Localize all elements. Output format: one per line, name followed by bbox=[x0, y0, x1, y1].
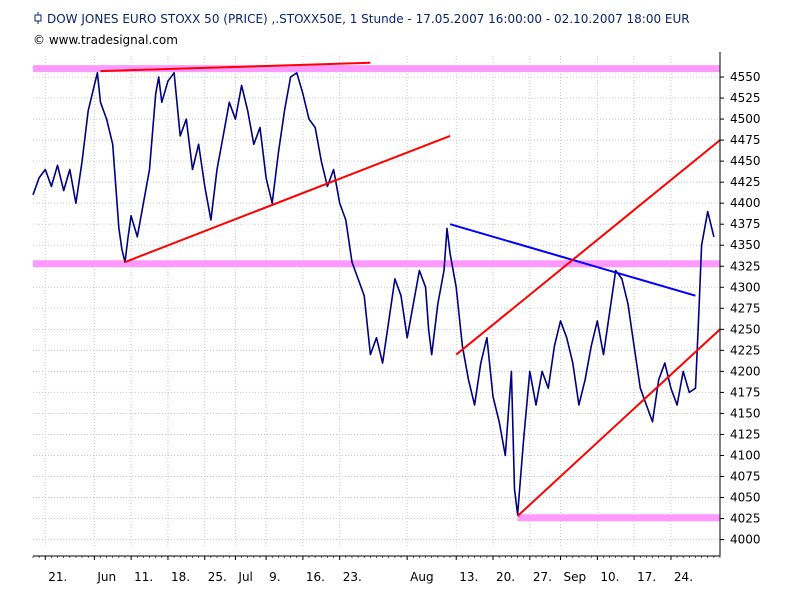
x-tick-label: 23. bbox=[343, 570, 362, 584]
price-line bbox=[32, 72, 715, 516]
y-tick-label: 4350 bbox=[730, 238, 761, 252]
x-tick-label: 21. bbox=[48, 570, 67, 584]
y-tick-label: 4000 bbox=[730, 533, 761, 547]
x-tick-label: 13. bbox=[459, 570, 478, 584]
y-tick-label: 4475 bbox=[730, 133, 761, 147]
trend-line bbox=[100, 61, 371, 73]
y-tick-label: 4100 bbox=[730, 448, 761, 462]
x-tick-label: 9. bbox=[269, 570, 280, 584]
price-series bbox=[32, 72, 715, 516]
grid bbox=[33, 56, 720, 548]
y-tick-label: 4050 bbox=[730, 491, 761, 505]
x-tick-label: 10. bbox=[600, 570, 619, 584]
y-tick-label: 4525 bbox=[730, 91, 761, 105]
y-tick-label: 4250 bbox=[730, 322, 761, 336]
x-tick-label: 16. bbox=[306, 570, 325, 584]
x-tick-label: 11. bbox=[134, 570, 153, 584]
y-tick-label: 4225 bbox=[730, 343, 761, 357]
y-tick-label: 4150 bbox=[730, 406, 761, 420]
trend-line bbox=[516, 328, 721, 517]
trend-lines bbox=[100, 61, 721, 517]
x-tick-label: Aug bbox=[410, 570, 433, 584]
y-tick-label: 4375 bbox=[730, 217, 761, 231]
y-tick-label: 4550 bbox=[730, 70, 761, 84]
x-tick-label: Jul bbox=[237, 570, 252, 584]
y-tick-label: 4075 bbox=[730, 470, 761, 484]
y-tick-label: 4450 bbox=[730, 154, 761, 168]
trend-line bbox=[124, 134, 451, 263]
x-tick-label: 27. bbox=[533, 570, 552, 584]
chart-candle-icon bbox=[34, 12, 42, 24]
y-tick-label: 4125 bbox=[730, 427, 761, 441]
y-tick-label: 4025 bbox=[730, 512, 761, 526]
x-tick-label: Jun bbox=[96, 570, 116, 584]
x-tick-label: 25. bbox=[208, 570, 227, 584]
y-tick-label: 4325 bbox=[730, 259, 761, 273]
axes: 4000 4025 4050 4075 4100 4125 4150 4175 4200 4225… bbox=[32, 52, 761, 584]
chart-title-text: DOW JONES EURO STOXX 50 (PRICE) ,.STOXX5… bbox=[47, 12, 690, 26]
x-tick-label: Sep bbox=[564, 570, 587, 584]
x-tick-label: 17. bbox=[637, 570, 656, 584]
copyright: © www.tradesignal.com bbox=[33, 33, 178, 47]
y-tick-label: 4500 bbox=[730, 112, 761, 126]
y-tick-label: 4400 bbox=[730, 196, 761, 210]
x-tick-label: 24. bbox=[674, 570, 693, 584]
y-tick-label: 4275 bbox=[730, 301, 761, 315]
y-tick-label: 4200 bbox=[730, 364, 761, 378]
support-resistance-bands bbox=[33, 65, 720, 522]
y-tick-label: 4300 bbox=[730, 280, 761, 294]
x-tick-label: 18. bbox=[171, 570, 190, 584]
chart-title: DOW JONES EURO STOXX 50 (PRICE) ,.STOXX5… bbox=[33, 12, 690, 26]
y-tick-label: 4425 bbox=[730, 175, 761, 189]
y-tick-label: 4175 bbox=[730, 385, 761, 399]
x-tick-label: 20. bbox=[496, 570, 515, 584]
trend-line bbox=[455, 139, 721, 356]
